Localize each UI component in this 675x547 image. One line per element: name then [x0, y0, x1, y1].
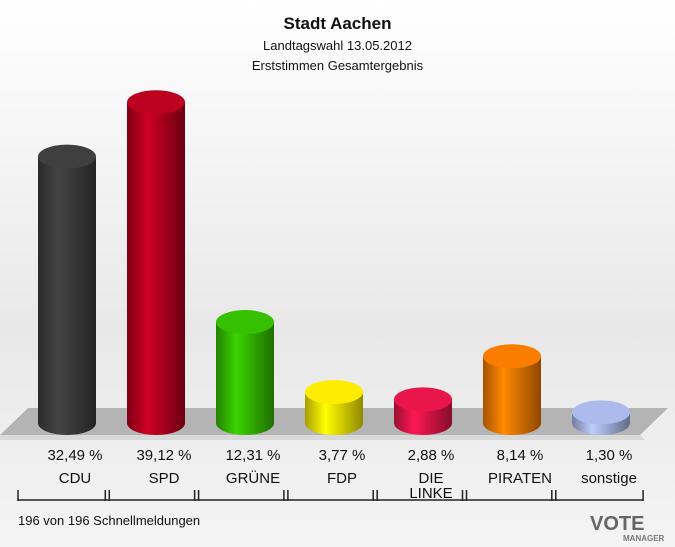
- value-label: 12,31 %: [225, 447, 281, 464]
- bar-top: [572, 400, 630, 425]
- bar-top: [483, 344, 541, 369]
- logo-text: VOTE: [590, 513, 644, 535]
- bar-top: [127, 90, 185, 115]
- bar: [483, 356, 541, 435]
- category-label: SPD: [148, 470, 180, 487]
- bar-top: [394, 387, 452, 412]
- category-label: FDP: [327, 470, 357, 487]
- bar-top: [216, 310, 274, 335]
- title: Stadt Aachen: [283, 14, 392, 33]
- value-label: 1,30 %: [585, 447, 633, 464]
- category-label: GRÜNE: [225, 470, 281, 487]
- bar: [305, 392, 363, 435]
- bar-top: [38, 144, 96, 169]
- value-label: 2,88 %: [407, 447, 455, 464]
- subtitle: Landtagswahl 13.05.2012: [263, 38, 412, 53]
- category-label: PIRATEN: [488, 470, 552, 487]
- logo-subtext: MANAGER: [623, 534, 665, 543]
- category-label: CDU: [58, 470, 92, 487]
- category-label: sonstige: [581, 470, 637, 487]
- value-label: 3,77 %: [318, 447, 366, 464]
- bar-top: [305, 380, 363, 405]
- category-label: DIE LINKE: [409, 470, 453, 502]
- subtitle: Erststimmen Gesamtergebnis: [251, 58, 424, 73]
- floor-edge: [0, 435, 645, 440]
- bar: [38, 156, 96, 435]
- value-label: 8,14 %: [496, 447, 544, 464]
- bar: [216, 322, 274, 435]
- bar: [127, 102, 185, 435]
- value-label: 39,12 %: [136, 447, 192, 464]
- footnote: 196 von 196 Schnellmeldungen: [18, 513, 201, 528]
- value-label: 32,49 %: [47, 447, 103, 464]
